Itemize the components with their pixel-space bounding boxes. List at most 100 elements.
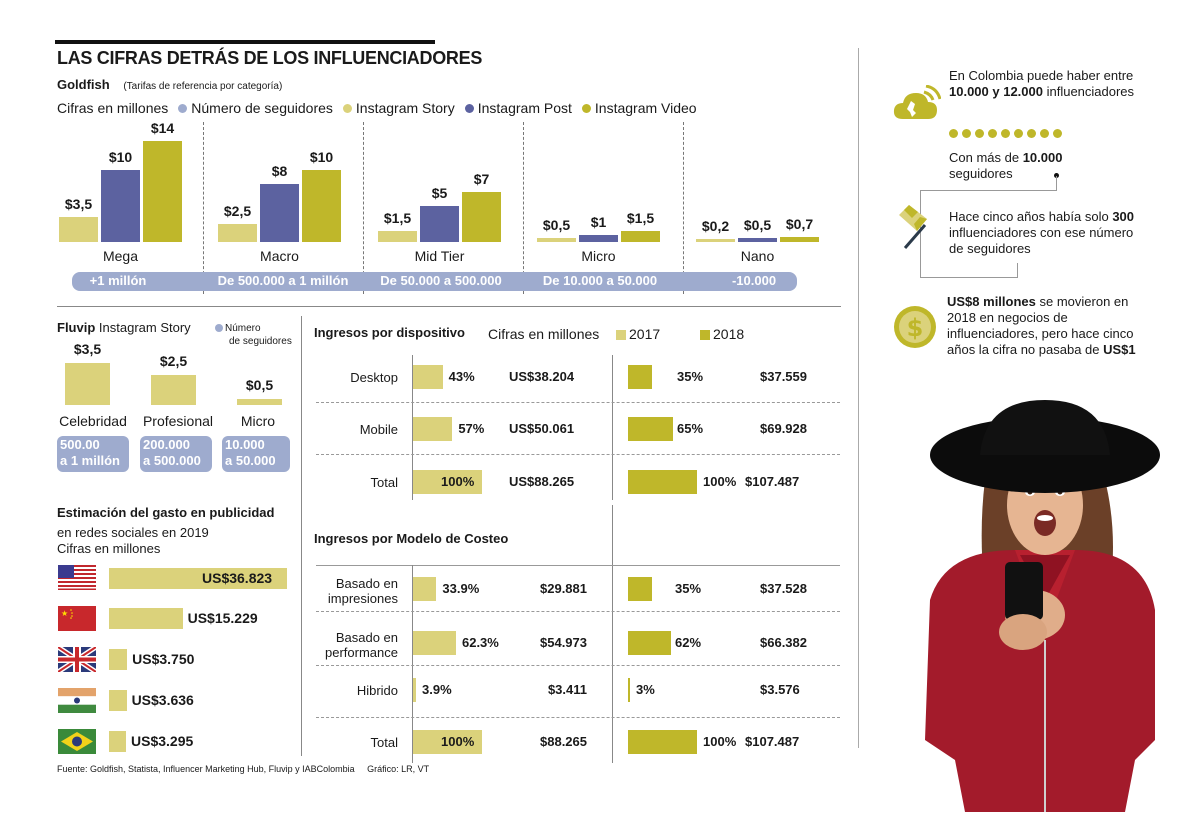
row-divider: [316, 665, 840, 666]
fact-seguidores: Con más de 10.000 seguidores: [949, 150, 1079, 182]
row-label: Mobile: [300, 422, 398, 437]
percent-2017: 43%: [448, 369, 475, 384]
legend-item-seguidores: Número de seguidores: [178, 100, 333, 116]
woman-with-phone-photo: [905, 400, 1185, 812]
row-divider: [316, 717, 840, 718]
country-value-label: US$3.750: [132, 651, 195, 667]
influencer-dot: [1040, 129, 1049, 138]
legend-label: 2018: [713, 326, 745, 342]
amount-2017: US$38.204: [509, 369, 575, 384]
flag-pin-icon: [895, 203, 935, 258]
group-divider: [683, 122, 684, 294]
legend-2017: 2017: [616, 326, 660, 342]
influencer-dot: [1027, 129, 1036, 138]
fact-text: Hace cinco años había solo: [949, 209, 1113, 224]
bar-value-label: $3,5: [73, 341, 102, 357]
follower-range-label: De 10.000 a 50.000: [542, 273, 658, 288]
bar-value-label: $14: [150, 120, 175, 136]
percent-2017: 33.9%: [442, 581, 480, 596]
fluvip-subtitle: Instagram Story: [98, 320, 191, 335]
column-divider: [301, 316, 302, 756]
pill-line: 10.000: [225, 437, 265, 452]
legend-item-post: Instagram Post: [464, 100, 572, 116]
fluvip-brand: Fluvip: [57, 320, 96, 335]
category-label: Micro: [240, 413, 276, 429]
country-value-label: US$3.636: [131, 692, 194, 708]
category-label: Macro: [260, 248, 299, 264]
table-axis: [612, 355, 613, 500]
fact-highlight: 10.000 y 12.000: [949, 84, 1043, 99]
fact-highlight: 300: [1112, 209, 1135, 224]
bar-value-label: $2,5: [159, 353, 188, 369]
bar-value-label: $1: [590, 213, 607, 230]
svg-text:★: ★: [61, 609, 68, 618]
amount-2018: $107.487: [745, 474, 800, 489]
pill-line: a 500.000: [143, 453, 201, 468]
bar-instagram-video: [621, 231, 660, 242]
row-divider: [316, 454, 840, 455]
group-divider: [523, 122, 524, 294]
amount-2018: $37.528: [760, 581, 807, 596]
bar-value-label: $0,5: [743, 217, 772, 234]
amount-2017: $88.265: [540, 734, 587, 749]
row-label-line: Mobile: [359, 422, 398, 437]
footer-credit: Gráfico: LR, VT: [367, 764, 430, 774]
estimacion-heading: Estimación del gasto en publicidad: [57, 505, 275, 520]
legend-item-video: Instagram Video: [581, 100, 697, 116]
bar-2018: [628, 365, 653, 389]
percent-2018: 100%: [703, 474, 737, 489]
connector-line: [920, 190, 1057, 191]
country-bar: [109, 731, 126, 752]
follower-range-pill: 200.000 a 500.000: [140, 436, 212, 472]
fact-text: se movieron en 2018 en negocios de influ…: [947, 294, 1134, 357]
fact-highlight: 10.000: [1022, 150, 1063, 165]
uk-flag-icon: [58, 647, 96, 672]
amount-2017: US$88.265: [509, 474, 575, 489]
dispositivo-units: Cifras en millones: [488, 326, 600, 342]
svg-text:$: $: [907, 314, 924, 342]
bar-instagram-post: [260, 184, 299, 242]
legend-label: Número de seguidores: [191, 100, 333, 116]
table-axis: [412, 355, 413, 500]
legend-dot: [178, 103, 188, 113]
bar-2017: [413, 365, 443, 389]
estimacion-units: Cifras en millones: [57, 541, 161, 556]
fluvip-bar: [65, 363, 110, 405]
follower-range-pill: 10.000 a 50.000: [222, 436, 290, 472]
row-label: Desktop: [300, 370, 398, 385]
legend-label: de seguidores: [229, 336, 292, 347]
bar-2018: [628, 577, 653, 601]
dollar-coin-icon: $: [893, 305, 937, 354]
legend-label: 2017: [629, 326, 661, 342]
bar-value-label: $0,5: [542, 217, 571, 234]
legend-2018: 2018: [700, 326, 744, 342]
fact-text: influenciadores con ese número de seguid…: [949, 225, 1134, 256]
goldfish-note: (Tarifas de referencia por categoría): [123, 81, 283, 92]
bar-2017: [413, 678, 416, 702]
fact-text: Con más de: [949, 150, 1023, 165]
bar-2018: [628, 730, 697, 754]
estimacion-subheading: en redes sociales en 2019 Cifras en mill…: [57, 525, 209, 557]
connector-line: [920, 277, 1018, 278]
bar-instagram-post: [420, 205, 459, 242]
row-divider: [316, 402, 840, 403]
bar-value-label: $0,2: [701, 218, 730, 234]
influencer-dot: [1001, 129, 1010, 138]
bar-2018: [628, 678, 631, 702]
row-label-line: Total: [370, 475, 398, 490]
bar-value-label: $0,7: [785, 215, 814, 232]
legend-label: Número: [225, 323, 261, 334]
pill-line: 500.00: [60, 437, 100, 452]
connector-dot: [1054, 173, 1059, 178]
table-top-rule: [316, 565, 840, 566]
bar-value-label: $2,5: [223, 202, 252, 219]
fluvip-heading: Fluvip Instagram Story: [57, 320, 191, 335]
goldfish-subtitle: Goldfish (Tarifas de referencia por cate…: [57, 77, 282, 92]
bar-instagram-post: [579, 234, 618, 242]
bar-instagram-story: [218, 223, 257, 242]
amount-2018: $37.559: [760, 369, 807, 384]
row-label-line: Desktop: [350, 370, 398, 385]
follower-range-pill: 500.00 a 1 millón: [57, 436, 129, 472]
page-title: LAS CIFRAS DETRÁS DE LOS INFLUENCIADORES: [57, 48, 483, 68]
bar-instagram-video: [462, 191, 501, 242]
